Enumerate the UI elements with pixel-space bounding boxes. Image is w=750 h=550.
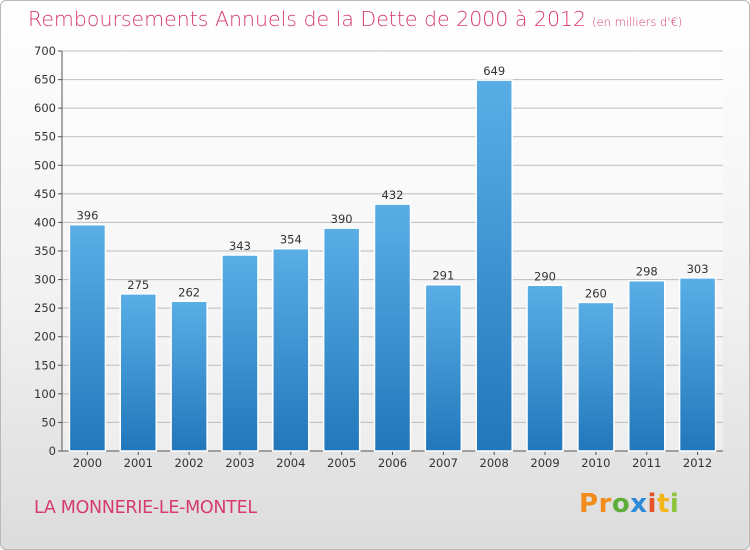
data-label: 649	[483, 64, 505, 78]
y-tick-label: 50	[41, 415, 56, 429]
y-tick-label: 500	[34, 158, 56, 172]
y-tick-label: 300	[34, 273, 56, 287]
bar-2001	[119, 293, 158, 452]
x-tick-label: 2009	[530, 456, 559, 470]
y-tick-label: 150	[34, 358, 56, 372]
bar-2009	[526, 284, 564, 452]
data-label: 291	[432, 269, 454, 283]
y-tick-label: 700	[34, 44, 56, 58]
data-label: 354	[280, 233, 302, 247]
bar-2000	[68, 223, 107, 452]
bar-2011	[627, 279, 666, 452]
bar-2010	[577, 301, 615, 452]
bar-2006	[373, 203, 412, 452]
x-tick-label: 2010	[581, 456, 610, 470]
y-tick-label: 650	[34, 73, 56, 87]
data-label: 343	[229, 239, 251, 253]
x-tick-label: 2008	[480, 456, 509, 470]
y-tick-label: 550	[34, 130, 56, 144]
chart-title-text: Remboursements Annuels de la Dette de 20…	[28, 7, 587, 31]
bar-2012	[678, 277, 717, 452]
y-tick-label: 350	[34, 244, 56, 258]
x-tick-label: 2011	[632, 456, 661, 470]
x-tick-label: 2012	[683, 456, 712, 470]
y-tick-label: 200	[34, 330, 56, 344]
x-tick-label: 2001	[124, 456, 153, 470]
commune-name: LA MONNERIE-LE-MONTEL	[34, 498, 257, 518]
proxiti-logo: Proxiti	[579, 489, 680, 519]
data-label: 275	[127, 278, 149, 292]
bar-2007	[424, 283, 463, 452]
y-tick-label: 100	[34, 387, 56, 401]
data-label: 396	[76, 209, 98, 223]
bar-2008	[475, 79, 513, 452]
data-label: 260	[585, 286, 607, 300]
data-label: 303	[687, 262, 709, 276]
x-tick-label: 2002	[174, 456, 203, 470]
bar-2005	[322, 227, 361, 452]
x-tick-label: 2000	[73, 456, 102, 470]
data-label: 290	[534, 269, 556, 283]
data-label: 298	[636, 265, 658, 279]
bar-2004	[272, 247, 310, 452]
bar-2003	[221, 254, 259, 452]
x-tick-label: 2007	[429, 456, 458, 470]
x-tick-label: 2005	[327, 456, 356, 470]
y-tick-label: 400	[34, 215, 56, 229]
chart-subtitle: (en milliers d'€)	[592, 15, 683, 29]
x-tick-label: 2004	[276, 456, 305, 470]
y-tick-label: 0	[49, 444, 56, 458]
data-label: 390	[331, 212, 353, 226]
y-tick-label: 250	[34, 301, 56, 315]
chart-title: Remboursements Annuels de la Dette de 20…	[28, 7, 682, 31]
data-label: 432	[382, 188, 404, 202]
y-tick-label: 450	[34, 187, 56, 201]
x-tick-label: 2003	[225, 456, 254, 470]
x-tick-label: 2006	[378, 456, 407, 470]
y-tick-label: 600	[34, 101, 56, 115]
data-label: 262	[178, 285, 200, 299]
bar-2002	[170, 300, 208, 452]
